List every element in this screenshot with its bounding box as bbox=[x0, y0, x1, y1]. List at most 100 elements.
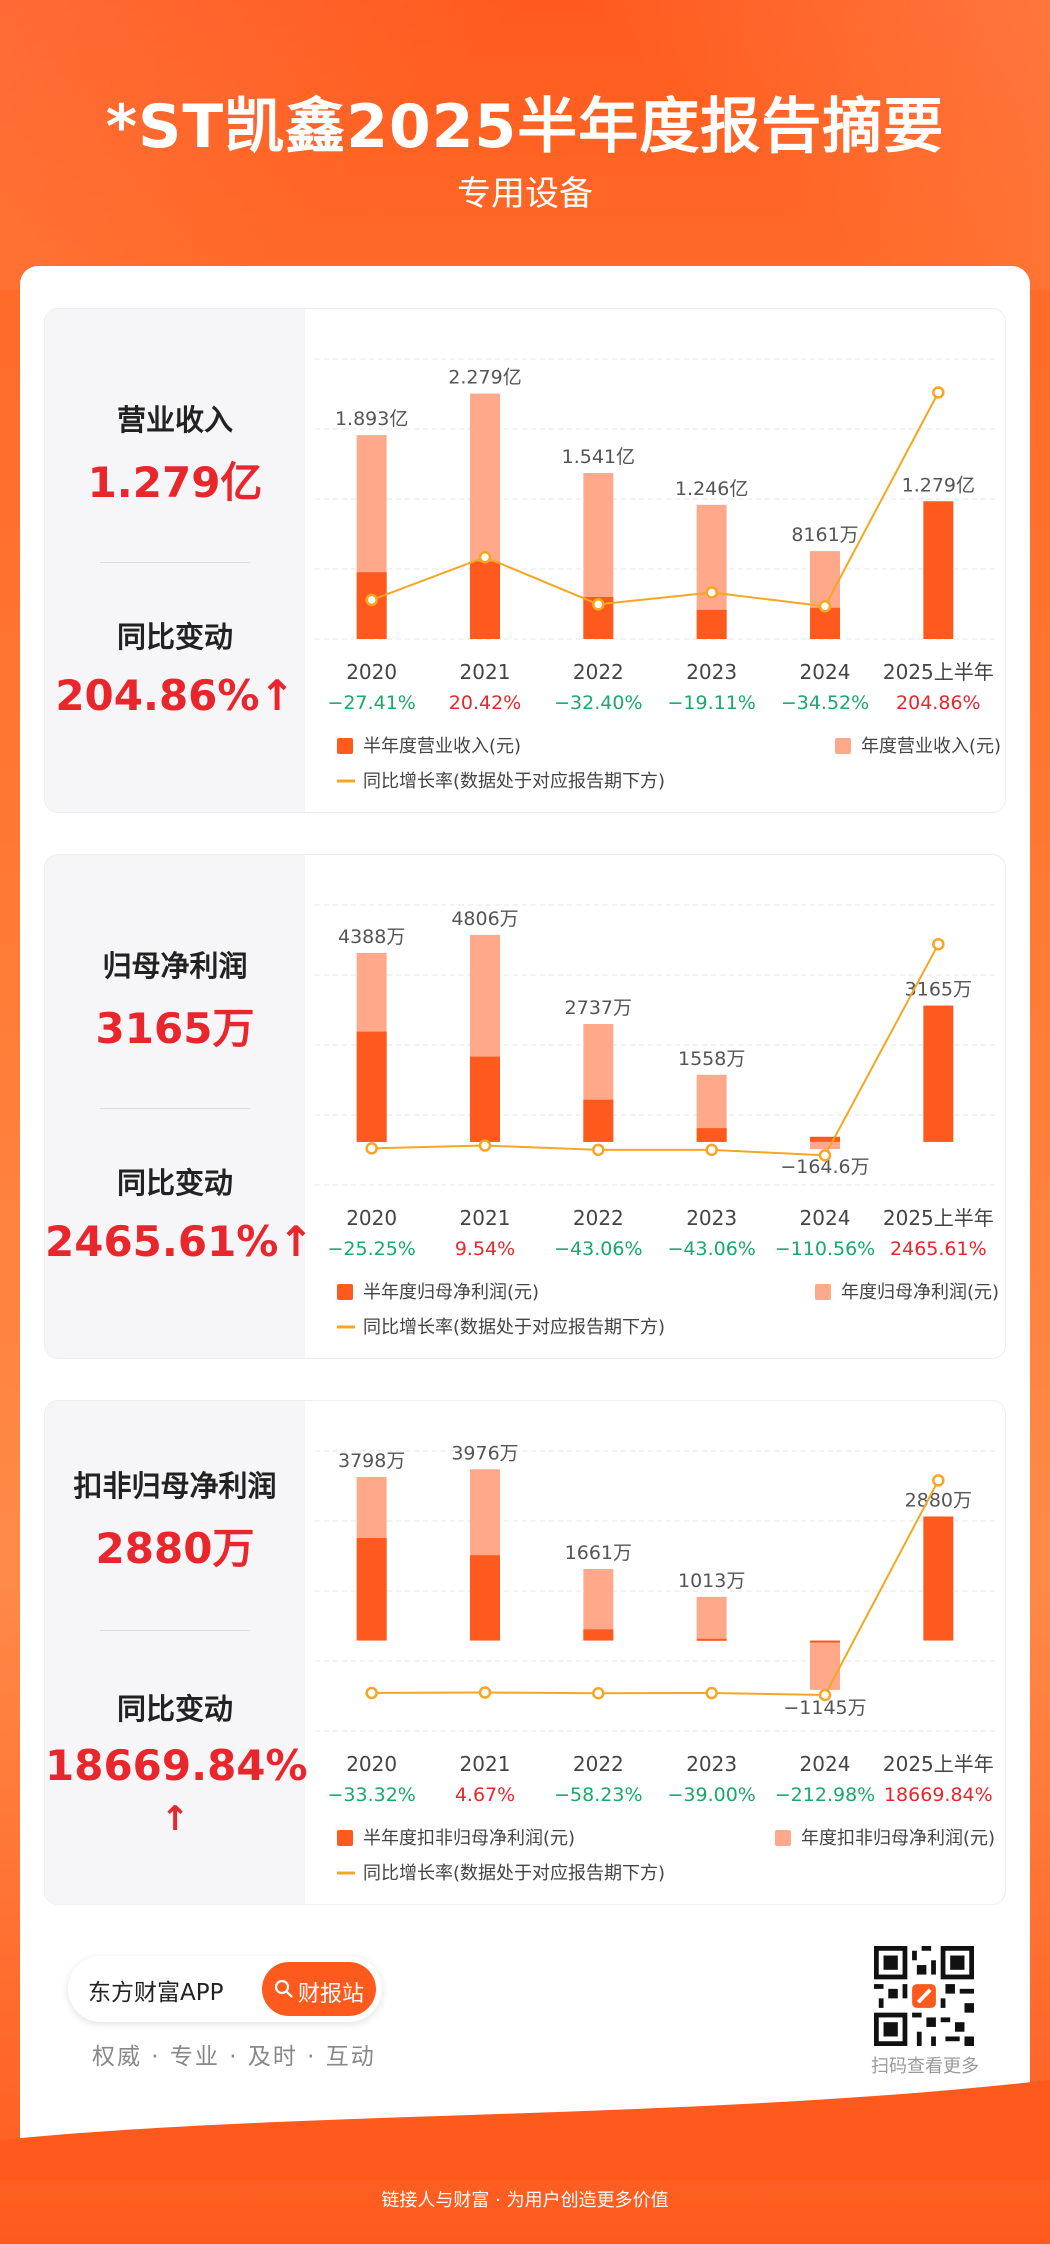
bar-value-label: −164.6万 bbox=[780, 1156, 869, 1178]
net-profit-panel: 归母净利润 3165万 同比变动 2465.61%↑ 4388万 2020 −25.… bbox=[44, 854, 1006, 1359]
bar-value-label: 3165万 bbox=[905, 979, 972, 1001]
x-tick-label: 2020 bbox=[346, 660, 397, 684]
deducted-profit-chart: 3798万 2020 −33.32% 3976万 2021 4.67% 1661万 2022 −… bbox=[315, 1442, 995, 1884]
growth-rate-point bbox=[705, 586, 718, 599]
bar-value-label: 3798万 bbox=[338, 1450, 405, 1472]
metric-sidebar: 营业收入 1.279亿 同比变动 204.86%↑ bbox=[45, 309, 305, 812]
annual-bar bbox=[810, 1640, 840, 1690]
legend-half-label: 半年度扣非归母净利润(元) bbox=[363, 1828, 575, 1849]
legend-swatch-annual bbox=[815, 1284, 831, 1300]
deducted-profit-panel: 扣非归母净利润 2880万 同比变动 18669.84% ↑ 3798万 2020… bbox=[44, 1400, 1006, 1905]
change-label: 同比变动 bbox=[116, 1166, 233, 1200]
growth-rate-point bbox=[932, 1474, 945, 1487]
growth-rate-point bbox=[818, 1688, 832, 1702]
page-subtitle: 专用设备 bbox=[457, 174, 593, 214]
annual-bar bbox=[810, 1141, 840, 1150]
change-value-row: 204.86%↑ bbox=[45, 671, 305, 720]
bar-value-label: −1145万 bbox=[783, 1697, 866, 1719]
net-profit-chart: 4388万 2020 −25.25% 4806万 2021 9.54% 2737万 2022 −… bbox=[315, 904, 999, 1338]
divider bbox=[100, 1630, 250, 1631]
divider bbox=[100, 562, 250, 563]
growth-rate-label: −212.98% bbox=[775, 1784, 875, 1806]
half-year-bar bbox=[356, 1538, 387, 1641]
qr-code-icon[interactable] bbox=[874, 1946, 974, 2046]
divider bbox=[100, 1108, 250, 1109]
x-tick-label: 2023 bbox=[686, 1752, 737, 1776]
change-label: 同比变动 bbox=[116, 1692, 233, 1726]
metric-label: 营业收入 bbox=[116, 403, 233, 437]
bar-value-label: 1.246亿 bbox=[675, 478, 748, 500]
x-tick-label: 2024 bbox=[800, 1752, 851, 1776]
bar-value-label: 3976万 bbox=[451, 1442, 518, 1464]
x-tick-label: 2021 bbox=[460, 1206, 511, 1230]
x-tick-label: 2025上半年 bbox=[883, 660, 994, 684]
growth-rate-label: 2465.61% bbox=[890, 1238, 987, 1260]
legend-annual-label: 年度营业收入(元) bbox=[861, 736, 1001, 757]
half-year-bar bbox=[810, 1640, 840, 1643]
half-year-bar bbox=[696, 1638, 727, 1641]
half-year-bar bbox=[696, 609, 727, 639]
growth-rate-point bbox=[932, 386, 945, 399]
bar-value-label: 1661万 bbox=[565, 1542, 632, 1564]
half-year-bar bbox=[923, 1005, 954, 1142]
change-label: 同比变动 bbox=[116, 620, 233, 654]
legend-swatch-annual bbox=[835, 738, 851, 754]
growth-rate-point bbox=[705, 1143, 718, 1157]
annual-bar bbox=[696, 1596, 727, 1641]
qr-caption: 扫码查看更多 bbox=[871, 2056, 979, 2077]
report-station-label: 财报站 bbox=[298, 1982, 365, 2007]
up-arrow-icon: ↑ bbox=[278, 1217, 314, 1266]
bar-value-label: 1.541亿 bbox=[562, 446, 635, 468]
growth-rate-label: −34.52% bbox=[781, 692, 869, 714]
growth-rate-label: 18669.84% bbox=[884, 1784, 993, 1806]
app-pill[interactable]: 东方财富APP 财报站 bbox=[68, 1956, 382, 2022]
bar-value-label: 4806万 bbox=[451, 908, 518, 930]
half-year-bar bbox=[923, 501, 954, 639]
up-arrow-icon: ↑ bbox=[160, 1799, 190, 1839]
footer-tagline: 链接人与财富 · 为用户创造更多价值 bbox=[381, 2190, 669, 2211]
bar-value-label: 1013万 bbox=[678, 1570, 745, 1592]
legend-swatch-half bbox=[337, 1284, 353, 1300]
growth-rate-label: 204.86% bbox=[896, 692, 981, 714]
revenue-chart: 1.893亿 2020 −27.41% 2.279亿 2021 20.42% 1.541亿 2… bbox=[315, 358, 1001, 792]
app-name: 东方财富APP bbox=[88, 1980, 224, 2006]
growth-rate-point bbox=[365, 593, 378, 607]
revenue-panel: 营业收入 1.279亿 同比变动 204.86%↑ 1.893亿 2020 −27.… bbox=[44, 308, 1006, 813]
legend-annual-label: 年度扣非归母净利润(元) bbox=[801, 1828, 995, 1849]
growth-rate-point bbox=[365, 1142, 378, 1155]
bar-value-label: 4388万 bbox=[338, 926, 405, 948]
x-tick-label: 2022 bbox=[573, 1206, 624, 1230]
bar-value-label: 1.893亿 bbox=[335, 408, 408, 430]
bar-value-label: 2737万 bbox=[565, 997, 632, 1019]
growth-rate-label: 9.54% bbox=[455, 1238, 515, 1260]
growth-rate-line bbox=[371, 392, 940, 608]
metric-value: 3165万 bbox=[95, 1004, 255, 1053]
change-value-row: 2465.61%↑ bbox=[45, 1217, 314, 1266]
growth-rate-point bbox=[592, 598, 605, 611]
bar-value-label: 2880万 bbox=[905, 1489, 972, 1511]
half-year-bar bbox=[356, 1031, 387, 1142]
half-year-bar bbox=[810, 607, 840, 639]
half-year-bar bbox=[583, 1099, 614, 1142]
half-year-bar bbox=[583, 1629, 614, 1641]
search-icon bbox=[274, 1979, 293, 1998]
legend-half-label: 半年度归母净利润(元) bbox=[363, 1282, 539, 1303]
change-value: 18669.84% bbox=[45, 1741, 308, 1790]
growth-rate-label: −33.32% bbox=[327, 1784, 415, 1806]
bar-value-label: 2.279亿 bbox=[448, 367, 521, 389]
x-tick-label: 2022 bbox=[573, 660, 624, 684]
half-year-bar bbox=[810, 1136, 840, 1142]
growth-rate-label: −43.06% bbox=[554, 1238, 642, 1260]
x-tick-label: 2020 bbox=[346, 1752, 397, 1776]
x-tick-label: 2025上半年 bbox=[883, 1752, 994, 1776]
legend-swatch-half bbox=[337, 1830, 353, 1846]
growth-rate-label: −19.11% bbox=[667, 692, 755, 714]
bottom-wave bbox=[0, 2080, 1050, 2180]
metric-label: 归母净利润 bbox=[102, 949, 248, 983]
report-station-button[interactable]: 财报站 bbox=[262, 1962, 376, 2016]
x-tick-label: 2024 bbox=[800, 660, 851, 684]
x-tick-label: 2022 bbox=[573, 1752, 624, 1776]
growth-rate-point bbox=[818, 1149, 832, 1162]
legend-swatch-annual bbox=[775, 1830, 791, 1846]
half-year-bar bbox=[470, 1555, 500, 1641]
